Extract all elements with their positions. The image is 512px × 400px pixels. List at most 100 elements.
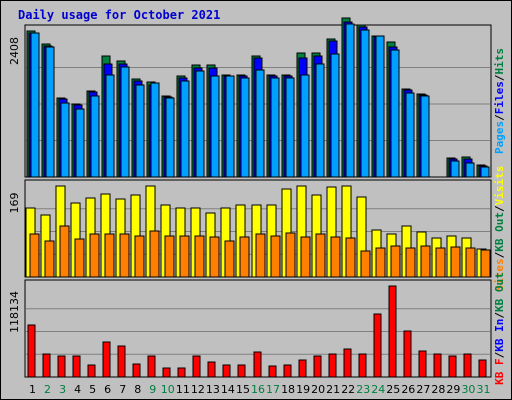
bar-kb-f [102, 341, 111, 378]
legend-entry: KB F [493, 358, 506, 385]
x-tick-label: 5 [89, 383, 96, 396]
x-tick-label: 31 [476, 383, 490, 396]
bar-pages [105, 74, 115, 178]
bar-kb-f [403, 330, 412, 378]
bar-sites [149, 230, 160, 278]
bar-sites [164, 235, 175, 278]
y-max-label: 2408 [8, 37, 21, 65]
bar-pages [450, 160, 460, 178]
bar-kb-f [388, 285, 397, 378]
bar-kb-f [57, 355, 66, 378]
x-tick-label: 25 [386, 383, 400, 396]
legend-entry: Pages [493, 121, 506, 154]
x-tick-label: 16 [251, 383, 265, 396]
x-tick-label: 8 [134, 383, 141, 396]
bar-pages [150, 82, 160, 178]
legend-entry: / [493, 114, 506, 121]
bar-sites [360, 250, 371, 278]
bar-kb-f [448, 355, 457, 378]
bar-kb-f [192, 355, 201, 378]
legend: KB F/KB In/KB Out [493, 272, 506, 385]
bar-pages [135, 84, 145, 178]
bar-pages [195, 70, 205, 178]
legend-entry: KB Out [493, 272, 506, 312]
bar-sites [300, 236, 311, 278]
x-tick-label: 20 [311, 383, 325, 396]
bar-sites [74, 238, 85, 278]
bar-sites [315, 233, 326, 278]
bar-kb-f [268, 365, 277, 378]
bar-sites [435, 247, 446, 278]
bar-pages [90, 95, 100, 178]
legend-entry: Visits [493, 166, 506, 206]
x-tick-label: 19 [296, 383, 310, 396]
bar-kb-f [177, 367, 186, 378]
bar-pages [315, 63, 325, 178]
x-tick-label: 10 [161, 383, 175, 396]
bar-pages [480, 166, 490, 178]
bar-kb-f [313, 355, 322, 378]
bar-kb-f [283, 364, 292, 378]
bar-sites [59, 225, 70, 278]
bar-sites [285, 232, 296, 278]
bar-kb-f [147, 355, 156, 378]
bar-kb-f [132, 363, 141, 378]
bar-kb-f [478, 359, 487, 378]
x-tick-label: 12 [191, 383, 205, 396]
bar-sites [179, 235, 190, 278]
legend-entry: / [493, 251, 506, 258]
x-tick-label: 30 [461, 383, 475, 396]
x-tick-label: 3 [59, 383, 66, 396]
bar-pages [420, 95, 430, 178]
bar-sites [330, 236, 341, 278]
bar-pages [30, 32, 40, 178]
x-tick-label: 1 [29, 383, 36, 396]
y-max-label: 169 [8, 193, 21, 214]
bar-pages [240, 77, 250, 178]
bar-sites [119, 233, 130, 278]
bar-pages [45, 46, 55, 178]
bar-kb-f [328, 353, 337, 378]
bar-pages [330, 53, 340, 178]
bar-kb-f [162, 367, 171, 378]
x-tick-label: 18 [281, 383, 295, 396]
bar-kb-f [222, 364, 231, 378]
bar-pages [270, 77, 280, 178]
legend-entry: Sites [493, 258, 506, 291]
bar-sites [270, 235, 281, 278]
bar-kb-f [27, 324, 36, 378]
legend-entry: Hits [493, 48, 506, 75]
legend-entry: Files [493, 81, 506, 114]
legend-entry: / [493, 205, 506, 212]
chart-title: Daily usage for October 2021 [18, 8, 221, 22]
legend: Sites/KB Out/Visits [493, 166, 506, 292]
legend-entry: KB In [493, 319, 506, 352]
bar-kb-f [343, 348, 352, 378]
bar-pages [180, 80, 190, 178]
x-tick-label: 13 [206, 383, 220, 396]
bar-kb-f [42, 353, 51, 378]
bar-kb-f [87, 364, 96, 378]
bar-kb-f [358, 353, 367, 378]
bar-pages [75, 108, 85, 178]
x-tick-label: 15 [236, 383, 250, 396]
x-tick-label: 29 [446, 383, 460, 396]
x-tick-label: 9 [149, 383, 156, 396]
bar-pages [165, 97, 175, 178]
x-tick-label: 17 [266, 383, 280, 396]
bar-kb-f [237, 364, 246, 378]
bar-sites [44, 240, 55, 278]
x-tick-label: 11 [176, 383, 190, 396]
bar-pages [390, 49, 400, 178]
bar-kb-f [117, 345, 126, 378]
x-tick-label: 14 [221, 383, 235, 396]
bar-sites [134, 235, 145, 278]
x-tick-label: 4 [74, 383, 81, 396]
x-tick-label: 2 [44, 383, 51, 396]
bar-pages [255, 69, 265, 178]
bar-pages [60, 102, 70, 178]
x-tick-label: 7 [119, 383, 126, 396]
bar-pages [345, 23, 355, 178]
bar-sites [480, 249, 491, 278]
